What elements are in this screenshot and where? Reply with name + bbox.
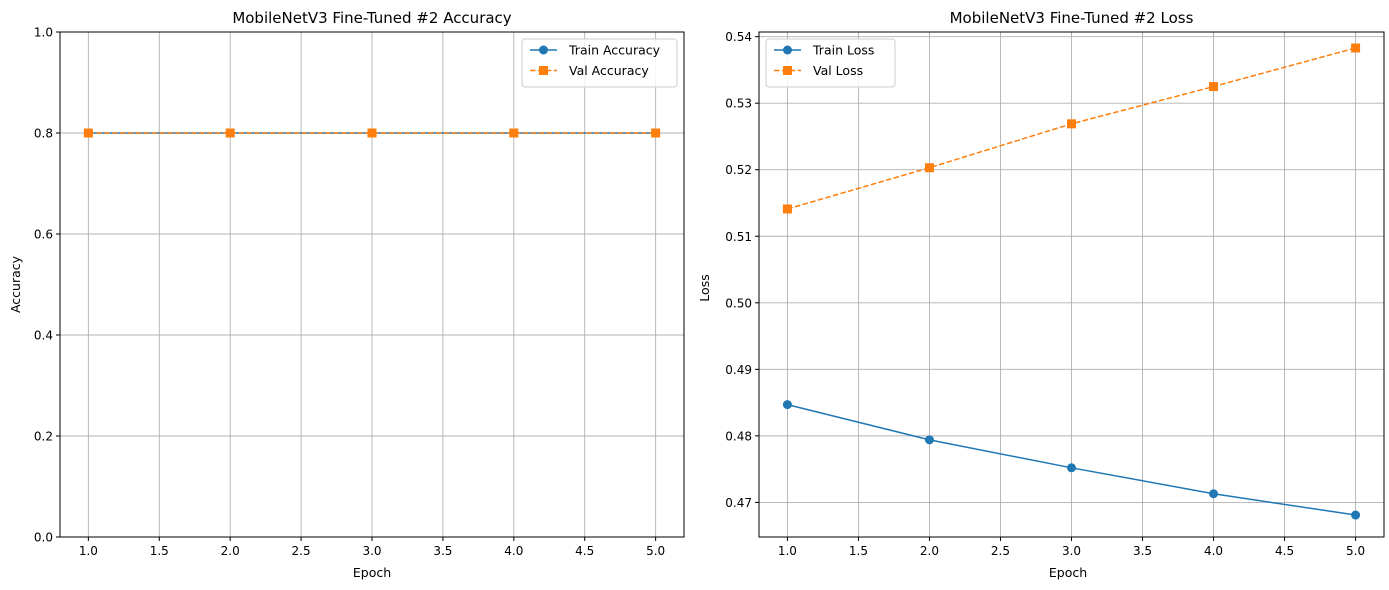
loss-y-tick-label: 0.52 — [725, 163, 752, 177]
train-loss-point — [1209, 489, 1219, 499]
accuracy-x-tick-label: 1.0 — [79, 544, 98, 558]
loss-x-tick-label: 2.0 — [920, 544, 939, 558]
val-loss-point — [1351, 43, 1361, 53]
accuracy-x-tick-label: 2.5 — [292, 544, 311, 558]
accuracy-y-tick-label: 1.0 — [34, 26, 53, 40]
val-accuracy-point — [83, 128, 93, 138]
accuracy-x-tick-label: 1.5 — [150, 544, 169, 558]
val-loss-legend-marker — [783, 66, 792, 75]
loss-x-tick-label: 5.0 — [1346, 544, 1365, 558]
val-accuracy-point — [225, 128, 235, 138]
loss-x-tick-label: 3.0 — [1062, 544, 1081, 558]
loss-y-axis-label: Loss — [697, 274, 712, 301]
val-loss-point — [924, 163, 934, 173]
val-accuracy-legend-marker — [539, 66, 548, 75]
accuracy-x-tick-label: 5.0 — [646, 544, 665, 558]
train-loss-point — [924, 435, 934, 445]
val-accuracy-legend-label: Val Accuracy — [569, 63, 649, 78]
accuracy-legend: Train Accuracy Val Accuracy — [521, 38, 678, 88]
loss-y-tick-label: 0.49 — [725, 363, 752, 377]
val-accuracy-point — [367, 128, 377, 138]
accuracy-y-tick-label: 0.2 — [34, 430, 53, 444]
accuracy-chart: 1.0 1.5 2.0 2.5 3.0 3.5 4.0 4.5 5.0 0.0 0.2 0.4 0.6 0… — [8, 9, 685, 580]
train-loss-point — [1067, 463, 1076, 473]
val-accuracy-point — [509, 128, 519, 138]
loss-y-tick-label: 0.53 — [725, 97, 752, 111]
train-loss-legend-marker — [783, 45, 792, 55]
loss-y-tick-label: 0.50 — [725, 296, 752, 310]
accuracy-chart-title: MobileNetV3 Fine-Tuned #2 Accuracy — [232, 9, 511, 27]
train-accuracy-legend-marker — [539, 45, 548, 55]
accuracy-y-tick-label: 0.0 — [34, 531, 53, 545]
loss-x-tick-label: 4.0 — [1204, 544, 1223, 558]
accuracy-y-tick-label: 0.6 — [34, 228, 53, 242]
loss-legend: Train Loss Val Loss — [765, 38, 896, 88]
train-loss-legend-label: Train Loss — [812, 43, 874, 58]
loss-chart: 1.0 1.5 2.0 2.5 3.0 3.5 4.0 4.5 5.0 0.47 0.48 0.49 0… — [697, 9, 1385, 580]
accuracy-x-tick-label: 3.5 — [433, 544, 452, 558]
loss-y-tick-label: 0.48 — [725, 429, 752, 443]
loss-x-tick-label: 2.5 — [991, 544, 1010, 558]
accuracy-x-tick-label: 4.5 — [575, 544, 594, 558]
train-loss-point — [1351, 510, 1361, 520]
loss-y-tick-label: 0.51 — [725, 230, 752, 244]
loss-x-tick-label: 4.5 — [1275, 544, 1294, 558]
loss-x-tick-label: 3.5 — [1133, 544, 1152, 558]
val-loss-point — [1067, 119, 1076, 129]
accuracy-x-tick-label: 4.0 — [504, 544, 523, 558]
val-loss-point — [1209, 82, 1219, 92]
train-loss-point — [782, 400, 792, 410]
accuracy-y-tick-label: 0.4 — [34, 329, 53, 343]
accuracy-x-tick-label: 2.0 — [221, 544, 240, 558]
loss-x-tick-label: 1.5 — [849, 544, 868, 558]
loss-x-axis-label: Epoch — [1049, 565, 1087, 580]
loss-y-tick-label: 0.47 — [725, 496, 752, 510]
train-accuracy-legend-label: Train Accuracy — [568, 43, 661, 58]
val-accuracy-point — [651, 128, 661, 138]
loss-chart-title: MobileNetV3 Fine-Tuned #2 Loss — [950, 9, 1194, 27]
accuracy-y-tick-label: 0.8 — [34, 127, 53, 141]
accuracy-x-tick-label: 3.0 — [362, 544, 381, 558]
val-loss-legend-label: Val Loss — [813, 63, 863, 78]
val-loss-point — [782, 204, 792, 214]
accuracy-y-axis-label: Accuracy — [8, 255, 23, 313]
loss-x-tick-label: 1.0 — [778, 544, 797, 558]
loss-y-tick-label: 0.54 — [725, 30, 752, 44]
accuracy-x-axis-label: Epoch — [353, 565, 391, 580]
